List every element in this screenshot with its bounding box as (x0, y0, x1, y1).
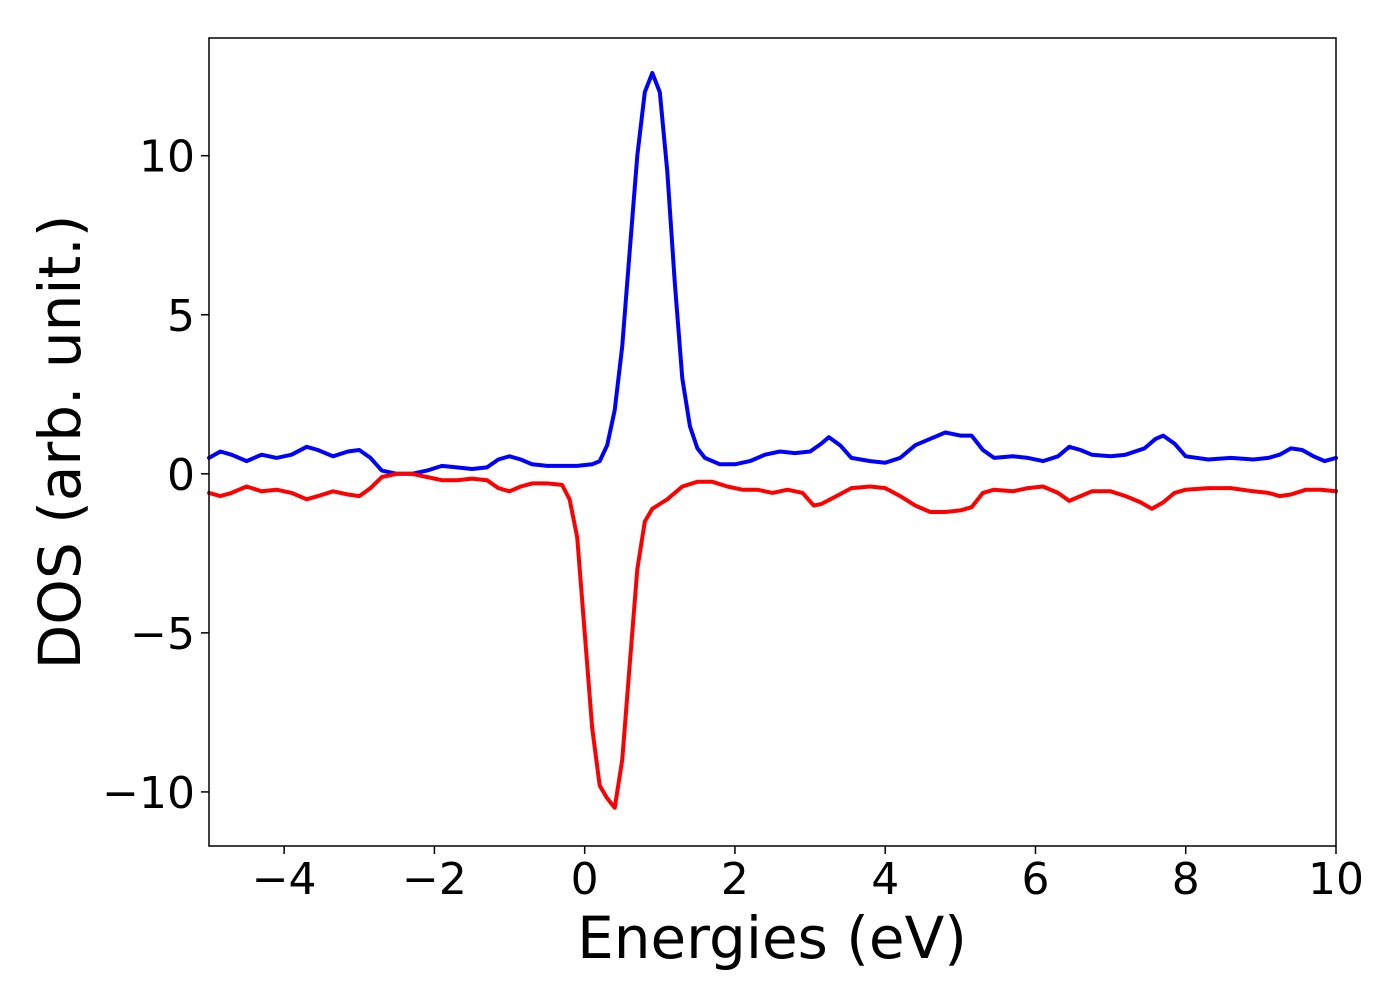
x-tick-label: 8 (1172, 854, 1200, 905)
x-tick-label: 2 (721, 854, 749, 905)
x-tick-label: 10 (1308, 854, 1364, 905)
x-axis-title: Energies (eV) (577, 904, 967, 972)
y-tick-label: −10 (102, 768, 195, 819)
plot-frame (208, 37, 1337, 847)
y-axis-title: DOS (arb. unit.) (26, 215, 94, 670)
series-line-1 (207, 471, 1338, 810)
x-tick-label: 6 (1021, 854, 1049, 905)
x-tick-label: −4 (252, 854, 317, 905)
series-layer (207, 71, 1338, 810)
x-tick-label: 4 (871, 854, 899, 905)
y-tick-label: −5 (130, 609, 195, 660)
series-line-0 (207, 71, 1338, 476)
y-tick-label: 10 (139, 132, 195, 183)
x-tick-label: −2 (402, 854, 467, 905)
y-tick-label: 0 (167, 450, 195, 501)
x-tick-label: 0 (571, 854, 599, 905)
x-axis-ticks: −4 −2 0 2 4 6 8 10 (252, 846, 1364, 905)
y-axis-ticks: −10 −5 0 5 10 (102, 132, 209, 819)
y-tick-label: 5 (167, 291, 195, 342)
